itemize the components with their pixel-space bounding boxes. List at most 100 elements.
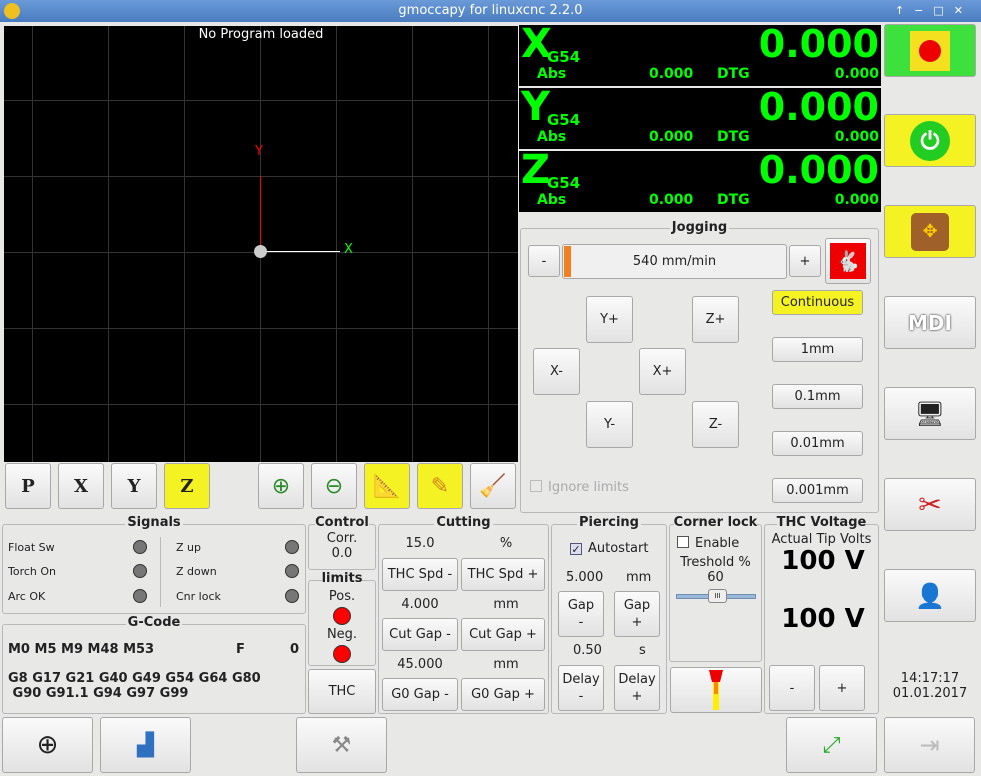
jog-z-plus[interactable]: Z+ [692, 296, 739, 343]
jog-y-minus[interactable]: Y- [586, 401, 633, 448]
dtg-label: DTG [717, 129, 750, 145]
g0-gap-plus[interactable]: G0 Gap + [461, 678, 545, 711]
pierce-delay-value: 0.50 [573, 643, 602, 658]
g0-gap-minus[interactable]: G0 Gap - [382, 678, 458, 711]
abs-label: Abs [537, 129, 567, 145]
coord-system: G54 [547, 174, 581, 192]
voltage-plus[interactable]: + [819, 665, 865, 711]
emergency-stop-icon [910, 30, 950, 71]
torch-on-led [133, 564, 147, 578]
spindle-button[interactable]: ⚒ [296, 717, 387, 773]
z-down-led [285, 564, 299, 578]
crosshair-icon: ⊕ [36, 730, 59, 760]
ruler-icon: 📐 [373, 473, 401, 499]
increment-0.001mm[interactable]: 0.001mm [772, 478, 863, 503]
increment-0.01mm[interactable]: 0.01mm [772, 431, 863, 456]
corner-lock-enable-checkbox[interactable]: Enable [677, 536, 739, 551]
torch-button[interactable] [670, 667, 762, 713]
tool-path-button[interactable]: ✎ [417, 463, 463, 509]
g0-gap-value: 45.000 [397, 657, 443, 672]
auto-mode-button[interactable]: 🖥 [884, 387, 976, 440]
jog-speed-plus[interactable]: + [789, 245, 821, 277]
torch-icon [709, 670, 723, 710]
corr-value: 0.0 [331, 546, 353, 561]
mdi-mode-button[interactable]: MDI [884, 296, 976, 349]
signal-label: Arc OK [8, 590, 46, 603]
jog-rabbit-button[interactable]: 🐇 [825, 238, 871, 284]
float-sw-led [133, 540, 147, 554]
exit-door-icon: ⇥ [919, 731, 940, 759]
actual-tip-volts-label: Actual Tip Volts [771, 532, 872, 547]
pierce-delay-minus[interactable]: Delay - [558, 665, 604, 711]
fullscreen-icon: ⤢ [822, 732, 841, 758]
ignore-limits-checkbox[interactable]: Ignore limits [530, 480, 629, 495]
view-x-button[interactable]: X [58, 463, 104, 509]
jog-x-minus[interactable]: X- [533, 348, 580, 395]
dro-value: 0.000 [758, 22, 879, 66]
fullscreen-button[interactable]: ⤢ [786, 717, 877, 773]
pierce-delay-plus[interactable]: Delay + [614, 665, 660, 711]
zoom-out-button[interactable]: ⊖ [311, 463, 357, 509]
rabbit-icon: 🐇 [830, 243, 866, 279]
dro-value: 0.000 [758, 85, 879, 129]
pencil-icon: ✎ [430, 473, 450, 499]
view-p-button[interactable]: P [5, 463, 51, 509]
gcode-preview[interactable]: No Program loaded Y X [4, 26, 518, 462]
settings-button[interactable]: ✂ [884, 478, 976, 531]
pierce-gap-plus[interactable]: Gap + [614, 591, 660, 637]
program-status: No Program loaded [198, 27, 324, 42]
slider-handle[interactable]: III [708, 589, 727, 603]
dro-value: 0.000 [758, 148, 879, 192]
pierce-gap-minus[interactable]: Gap - [558, 591, 604, 637]
dimensions-button[interactable]: 📐 [364, 463, 410, 509]
cut-gap-minus[interactable]: Cut Gap - [382, 618, 458, 651]
coord-system: G54 [547, 111, 581, 129]
jog-y-plus[interactable]: Y+ [586, 296, 633, 343]
increment-0.1mm[interactable]: 0.1mm [772, 384, 863, 409]
thc-button[interactable]: THC [308, 669, 376, 714]
autostart-checkbox[interactable]: ✓ Autostart [570, 541, 649, 556]
tool-measure-button[interactable]: ▟ [100, 717, 191, 773]
increment-continuous[interactable]: Continuous [772, 290, 863, 315]
abs-value: 0.000 [649, 66, 694, 82]
jog-arrows-icon: ✥ [911, 212, 949, 251]
abs-value: 0.000 [649, 129, 694, 145]
dtg-label: DTG [717, 192, 750, 208]
cutting-title: Cutting [434, 515, 493, 530]
manual-mode-button[interactable]: ✥ [884, 205, 976, 258]
clear-plot-button[interactable]: 🧹 [470, 463, 516, 509]
thc-speed-value: 15.0 [405, 536, 435, 551]
signal-label: Torch On [8, 565, 57, 578]
jog-z-minus[interactable]: Z- [692, 401, 739, 448]
jog-speed-slider[interactable]: 540 mm/min [562, 244, 787, 279]
jog-speed-minus[interactable]: - [528, 245, 560, 277]
estop-button[interactable] [884, 24, 976, 77]
dtg-value: 0.000 [834, 66, 879, 82]
unit: mm [626, 570, 652, 585]
increment-1mm[interactable]: 1mm [772, 337, 863, 362]
thc-speed-plus[interactable]: THC Spd + [461, 558, 545, 591]
signal-label: Cnr lock [176, 590, 221, 603]
signal-label: Z down [176, 565, 217, 578]
abs-label: Abs [537, 192, 567, 208]
autostart-label: Autostart [588, 541, 649, 556]
jog-x-plus[interactable]: X+ [639, 348, 686, 395]
voltage-minus[interactable]: - [769, 665, 815, 711]
pierce-gap-value: 5.000 [566, 570, 604, 585]
corner-lock-title: Corner lock [673, 515, 758, 530]
machine-power-button[interactable]: ⏻ [884, 114, 976, 167]
corr-label: Corr. [326, 531, 358, 546]
thc-speed-minus[interactable]: THC Spd - [382, 558, 458, 591]
zoom-in-button[interactable]: ⊕ [258, 463, 304, 509]
mdi-label: MDI [908, 310, 952, 335]
view-y-button[interactable]: Y [111, 463, 157, 509]
cut-gap-plus[interactable]: Cut Gap + [461, 618, 545, 651]
window-controls[interactable]: ↑−□✕ [894, 4, 973, 17]
view-z-button[interactable]: Z [164, 463, 210, 509]
x-axis-label: X [344, 242, 353, 257]
axis-letter: Y [521, 84, 550, 130]
touch-off-button[interactable]: ⊕ [2, 717, 93, 773]
user-tabs-button: 👤 [884, 569, 976, 622]
signal-label: Z up [176, 541, 201, 554]
limits-title: limits [321, 571, 363, 586]
